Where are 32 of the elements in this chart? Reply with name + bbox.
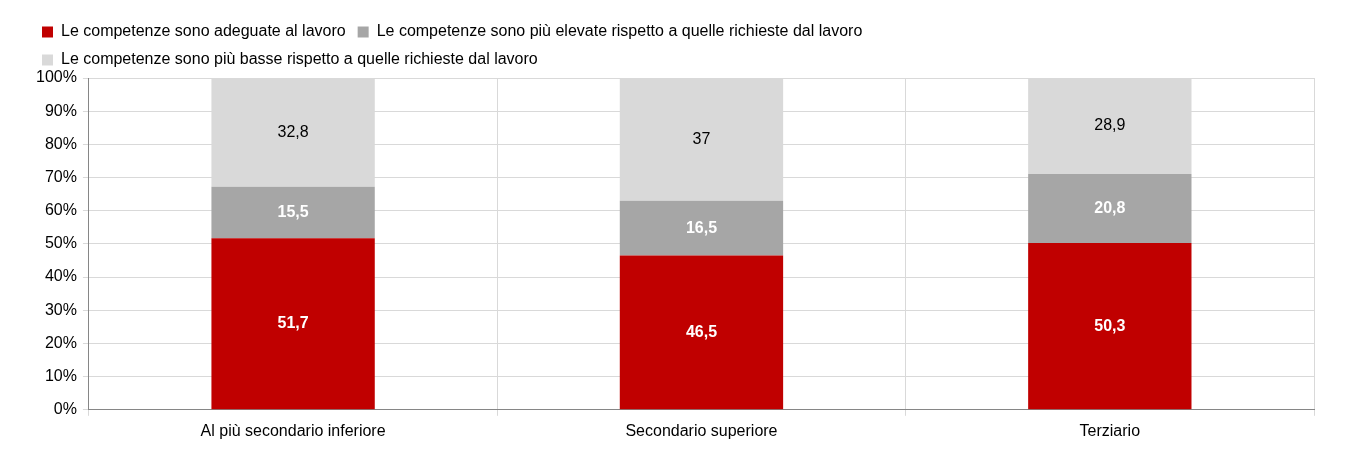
data-label: 46,5: [685, 322, 718, 340]
legend-label: Le competenze sono più elevate rispetto a quelle richieste dal lavoro: [376, 22, 863, 40]
bar: [619, 255, 784, 410]
x-tick-label: Terziario: [1079, 421, 1141, 439]
y-tick-label: 40%: [44, 267, 77, 285]
data-label: 51,7: [277, 314, 309, 332]
legend-label: Le competenze sono adeguate al lavoro: [61, 22, 346, 40]
y-tick-label: 70%: [44, 167, 77, 185]
y-tick-label: 80%: [44, 134, 77, 152]
bar: [1028, 173, 1192, 243]
data-label: 28,9: [1094, 116, 1126, 134]
bar: [211, 186, 375, 239]
data-label: 16,5: [685, 218, 718, 236]
y-tick-label: 20%: [44, 333, 77, 351]
data-label: 15,5: [277, 202, 309, 220]
y-tick-label: 100%: [36, 68, 77, 86]
y-tick-label: 30%: [44, 300, 77, 318]
y-tick-label: 60%: [44, 201, 77, 219]
data-label: 37: [692, 129, 711, 147]
legend-label: Le competenze sono più basse rispetto a quelle richieste dal lavoro: [61, 50, 538, 68]
data-label: 20,8: [1094, 198, 1126, 216]
y-tick-label: 0%: [53, 400, 77, 418]
y-tick-label: 10%: [44, 367, 77, 385]
bar: [1028, 242, 1192, 410]
y-tick-label: 90%: [44, 101, 77, 119]
bar: [211, 238, 375, 410]
y-tick-label: 50%: [44, 234, 77, 252]
x-tick-label: Secondario superiore: [625, 421, 778, 439]
data-label: 50,3: [1094, 316, 1126, 334]
data-label: 32,8: [277, 122, 309, 140]
bar: [619, 200, 784, 256]
x-tick-label: Al più secondario inferiore: [200, 421, 386, 439]
